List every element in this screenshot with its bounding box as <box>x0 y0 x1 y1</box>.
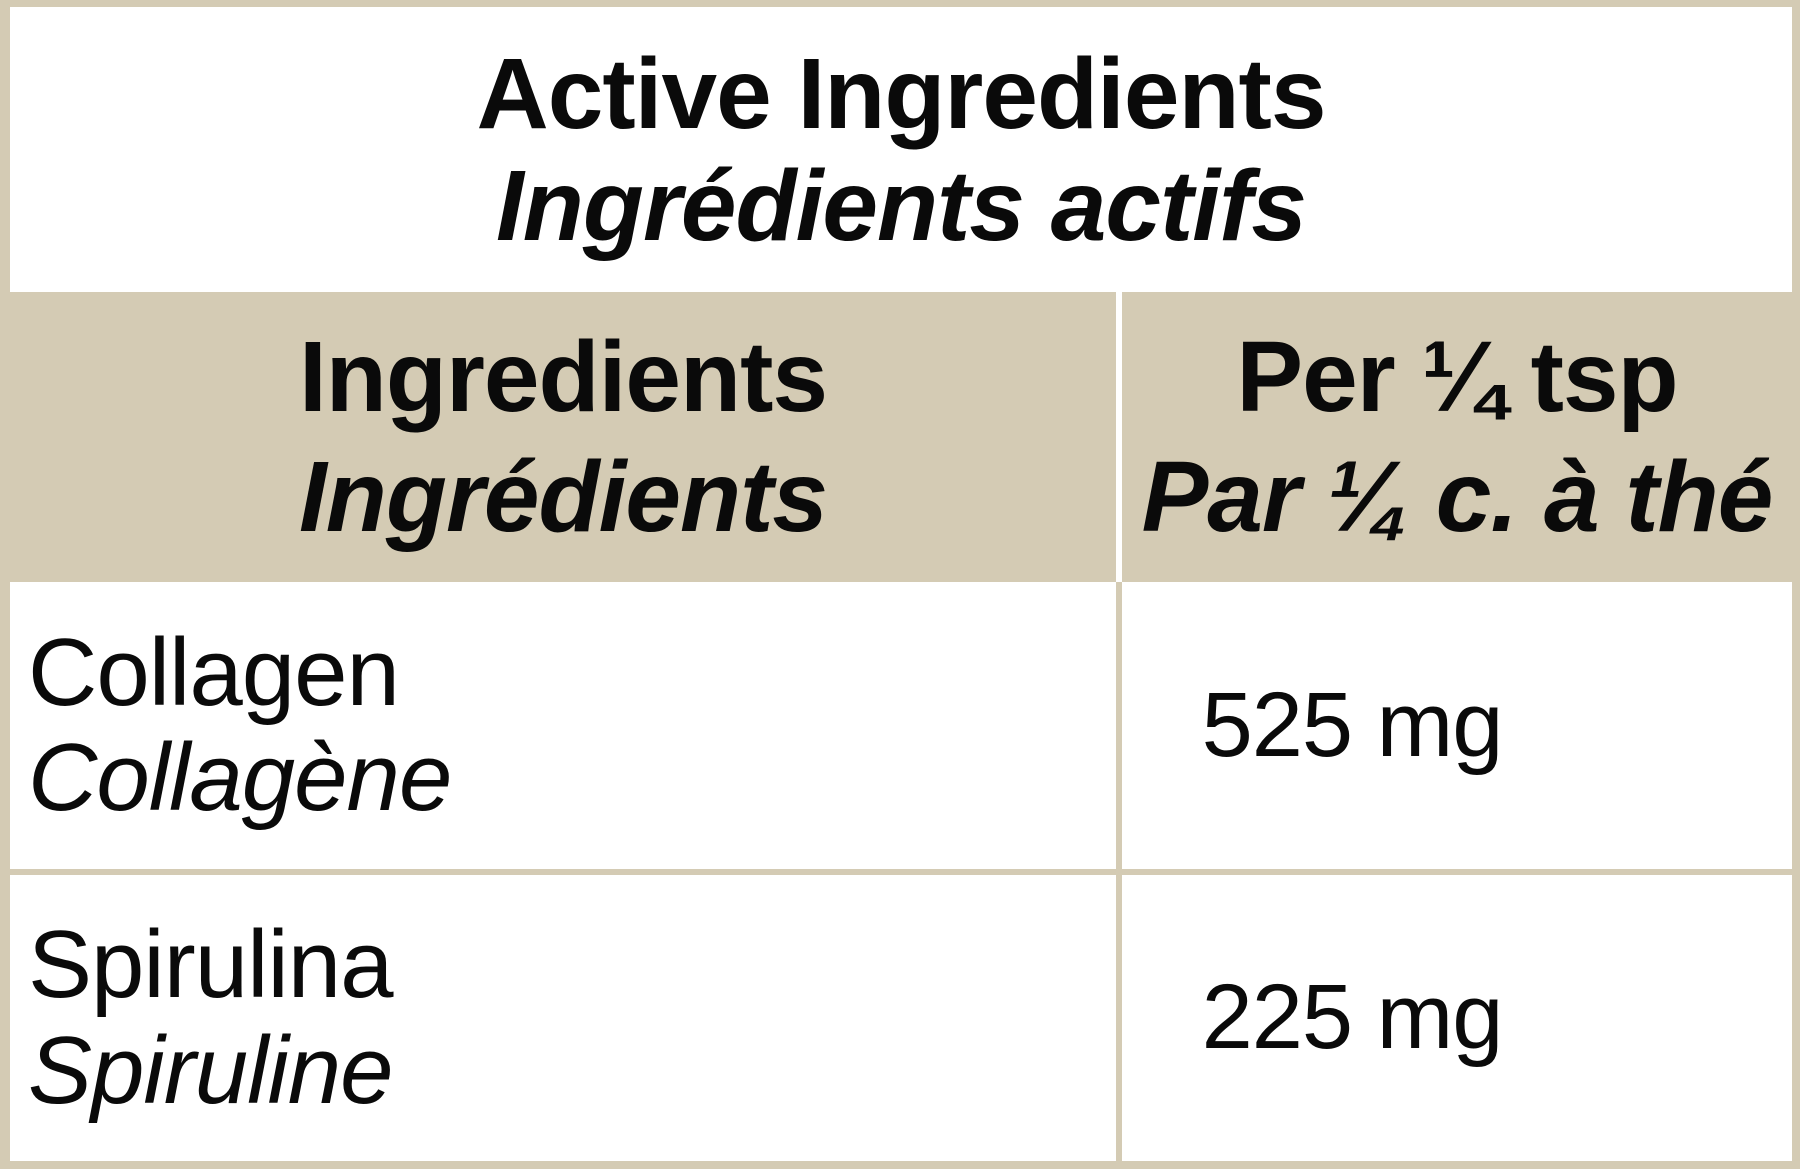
ingredient-name-french: Collagène <box>28 724 452 832</box>
ingredient-name-english: Collagen <box>28 618 400 726</box>
ingredient-name-english: Spirulina <box>28 911 394 1019</box>
ingredient-name-french: Spiruline <box>28 1016 394 1124</box>
table-header-row: Ingredients Ingrédients Per ¼ tsp Par ¼ … <box>10 292 1792 582</box>
column-header-ingredients-english: Ingredients <box>299 321 828 433</box>
table-row-collagen: Collagen Collagène 525 mg <box>10 582 1792 869</box>
table-body: Collagen Collagène 525 mg Spirulina Spir… <box>10 582 1792 1161</box>
table-row-spirulina: Spirulina Spiruline 225 mg <box>10 874 1792 1161</box>
title-french: Ingrédients actifs <box>496 149 1307 262</box>
ingredient-amount-value: 225 mg <box>1201 966 1504 1069</box>
title-band: Active Ingredients Ingrédients actifs <box>10 7 1792 292</box>
ingredient-name-cell: Collagen Collagène <box>10 582 1116 869</box>
column-header-amount-french: Par ¼ c. à thé <box>1141 441 1774 553</box>
column-header-amount-english: Per ¼ tsp <box>1236 321 1678 433</box>
column-header-ingredients-french: Ingrédients <box>299 441 828 553</box>
ingredient-amount-cell: 225 mg <box>1122 874 1792 1161</box>
ingredient-name-cell: Spirulina Spiruline <box>10 874 1116 1161</box>
title-english: Active Ingredients <box>476 37 1327 150</box>
ingredient-amount-cell: 525 mg <box>1122 582 1792 869</box>
ingredient-amount-value: 525 mg <box>1201 673 1504 776</box>
column-header-amount: Per ¼ tsp Par ¼ c. à thé <box>1122 292 1792 582</box>
column-header-ingredients: Ingredients Ingrédients <box>10 292 1116 582</box>
